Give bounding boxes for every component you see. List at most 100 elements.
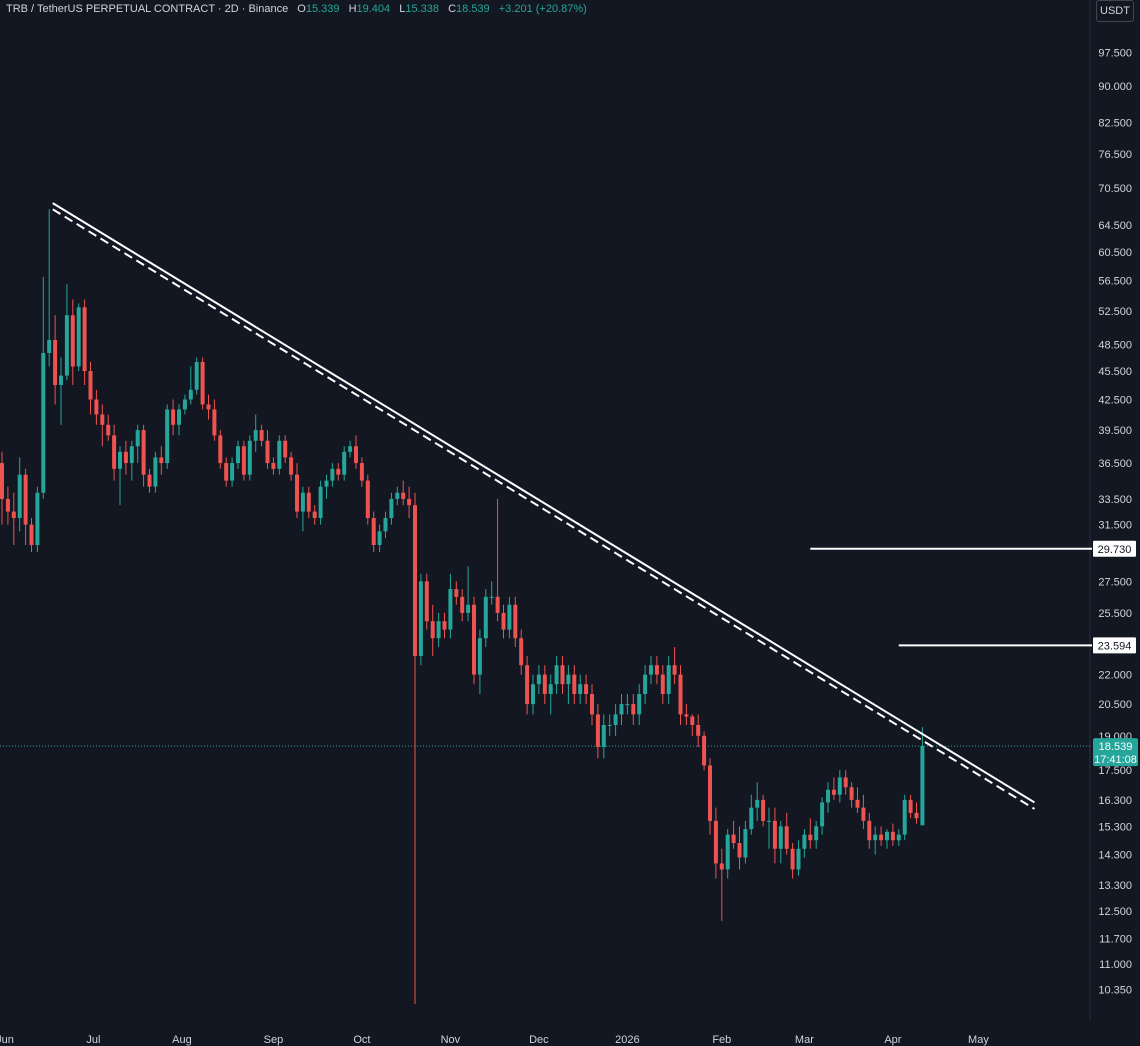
close-label: C bbox=[448, 3, 457, 15]
candle-body bbox=[489, 596, 494, 598]
candle-body bbox=[212, 409, 217, 436]
level-price-tag: 23.594 bbox=[1093, 637, 1136, 654]
candle bbox=[35, 486, 40, 553]
candle-body bbox=[495, 596, 500, 613]
candle bbox=[11, 492, 16, 546]
candle bbox=[41, 276, 46, 499]
time-tick-label: Mar bbox=[795, 1034, 814, 1046]
candle-body bbox=[796, 848, 801, 870]
candle-body bbox=[359, 463, 364, 481]
symbol-title[interactable]: TRB / TetherUS PERPETUAL CONTRACT · 2D ·… bbox=[6, 3, 289, 15]
candle-body bbox=[613, 714, 618, 725]
candle-body bbox=[5, 498, 10, 512]
candle-body bbox=[867, 820, 872, 841]
candle-body bbox=[383, 518, 388, 532]
time-tick-label: May bbox=[968, 1034, 989, 1046]
high-label: H bbox=[348, 3, 357, 15]
candle-body bbox=[271, 463, 276, 469]
candle bbox=[513, 596, 518, 648]
candle bbox=[383, 511, 388, 539]
candle bbox=[129, 440, 134, 481]
candle bbox=[224, 457, 229, 487]
price-tick-label: 27.500 bbox=[1098, 576, 1132, 588]
time-tick-label: 2026 bbox=[615, 1034, 639, 1046]
low-value: 15.338 bbox=[405, 3, 440, 15]
candle bbox=[660, 665, 665, 705]
solid-trendline[interactable] bbox=[52, 202, 1036, 804]
price-axis[interactable]: 97.500 90.000 82.500 76.500 70.500 64.500 60.5… bbox=[1098, 48, 1132, 997]
price-tick-label: 25.500 bbox=[1098, 608, 1132, 620]
candle bbox=[106, 414, 111, 441]
candle bbox=[354, 435, 358, 469]
current-price-text: 18.539 bbox=[1099, 741, 1133, 753]
candle-body bbox=[82, 307, 87, 371]
candle-body bbox=[330, 468, 335, 481]
candle bbox=[147, 468, 152, 493]
time-tick-label: Aug bbox=[172, 1034, 192, 1046]
candle bbox=[188, 366, 193, 405]
candle-body bbox=[595, 714, 600, 747]
candle-body bbox=[200, 361, 205, 405]
candle bbox=[749, 794, 754, 835]
candle-body bbox=[896, 834, 901, 841]
candle-body bbox=[666, 665, 671, 695]
price-tick-label: 97.500 bbox=[1098, 48, 1132, 60]
candle bbox=[554, 656, 559, 695]
price-tick-label: 10.350 bbox=[1098, 985, 1132, 997]
time-axis[interactable]: Jun Jul Aug Sep Oct Nov Dec 2026 Feb Mar Apr May bbox=[0, 1034, 989, 1046]
candle-body bbox=[100, 414, 105, 425]
candle-body bbox=[879, 834, 884, 841]
candle bbox=[318, 480, 323, 525]
candle bbox=[879, 826, 884, 846]
candle-body bbox=[401, 492, 406, 499]
time-tick-label: Apr bbox=[884, 1034, 901, 1046]
time-tick-label: Jul bbox=[86, 1034, 100, 1046]
dashed-trendline[interactable] bbox=[52, 208, 1036, 810]
candle-body bbox=[814, 826, 819, 841]
candle bbox=[135, 424, 140, 464]
candle-body bbox=[88, 370, 93, 400]
candle bbox=[761, 794, 766, 827]
candle-body bbox=[483, 596, 488, 639]
candle-body bbox=[560, 665, 565, 685]
price-tick-label: 20.500 bbox=[1098, 699, 1132, 711]
candle-body bbox=[696, 724, 701, 736]
candle-body bbox=[253, 430, 258, 441]
candle bbox=[702, 731, 707, 771]
low-label: L bbox=[399, 3, 406, 15]
candle bbox=[584, 674, 589, 705]
price-tick-label: 64.500 bbox=[1098, 220, 1132, 232]
candle-body bbox=[424, 581, 429, 622]
candle-body bbox=[194, 361, 199, 390]
candle bbox=[413, 492, 417, 1004]
candle bbox=[407, 486, 412, 519]
candle-body bbox=[501, 612, 506, 630]
candle bbox=[696, 714, 701, 747]
candle-body bbox=[607, 724, 612, 726]
currency-unit-button[interactable]: USDT bbox=[1096, 0, 1134, 22]
candle bbox=[70, 299, 75, 385]
candle bbox=[607, 714, 612, 736]
time-tick-label: Dec bbox=[529, 1034, 549, 1046]
candle-body bbox=[0, 463, 4, 499]
candle bbox=[401, 480, 406, 506]
candle-body bbox=[106, 424, 111, 436]
candle bbox=[767, 807, 771, 849]
open-label: O bbox=[297, 3, 306, 15]
candle bbox=[194, 357, 199, 395]
candle bbox=[548, 674, 553, 715]
candle-body bbox=[831, 789, 836, 795]
time-tick-label: Feb bbox=[712, 1034, 731, 1046]
candle-body bbox=[371, 518, 376, 546]
candle bbox=[672, 647, 677, 685]
candle bbox=[377, 524, 382, 553]
candle-body bbox=[472, 604, 476, 675]
candle bbox=[772, 807, 777, 864]
candle-body bbox=[354, 446, 358, 464]
candle-body bbox=[23, 474, 28, 525]
candle bbox=[182, 394, 187, 415]
candle bbox=[831, 777, 836, 800]
candle-body bbox=[519, 638, 524, 666]
